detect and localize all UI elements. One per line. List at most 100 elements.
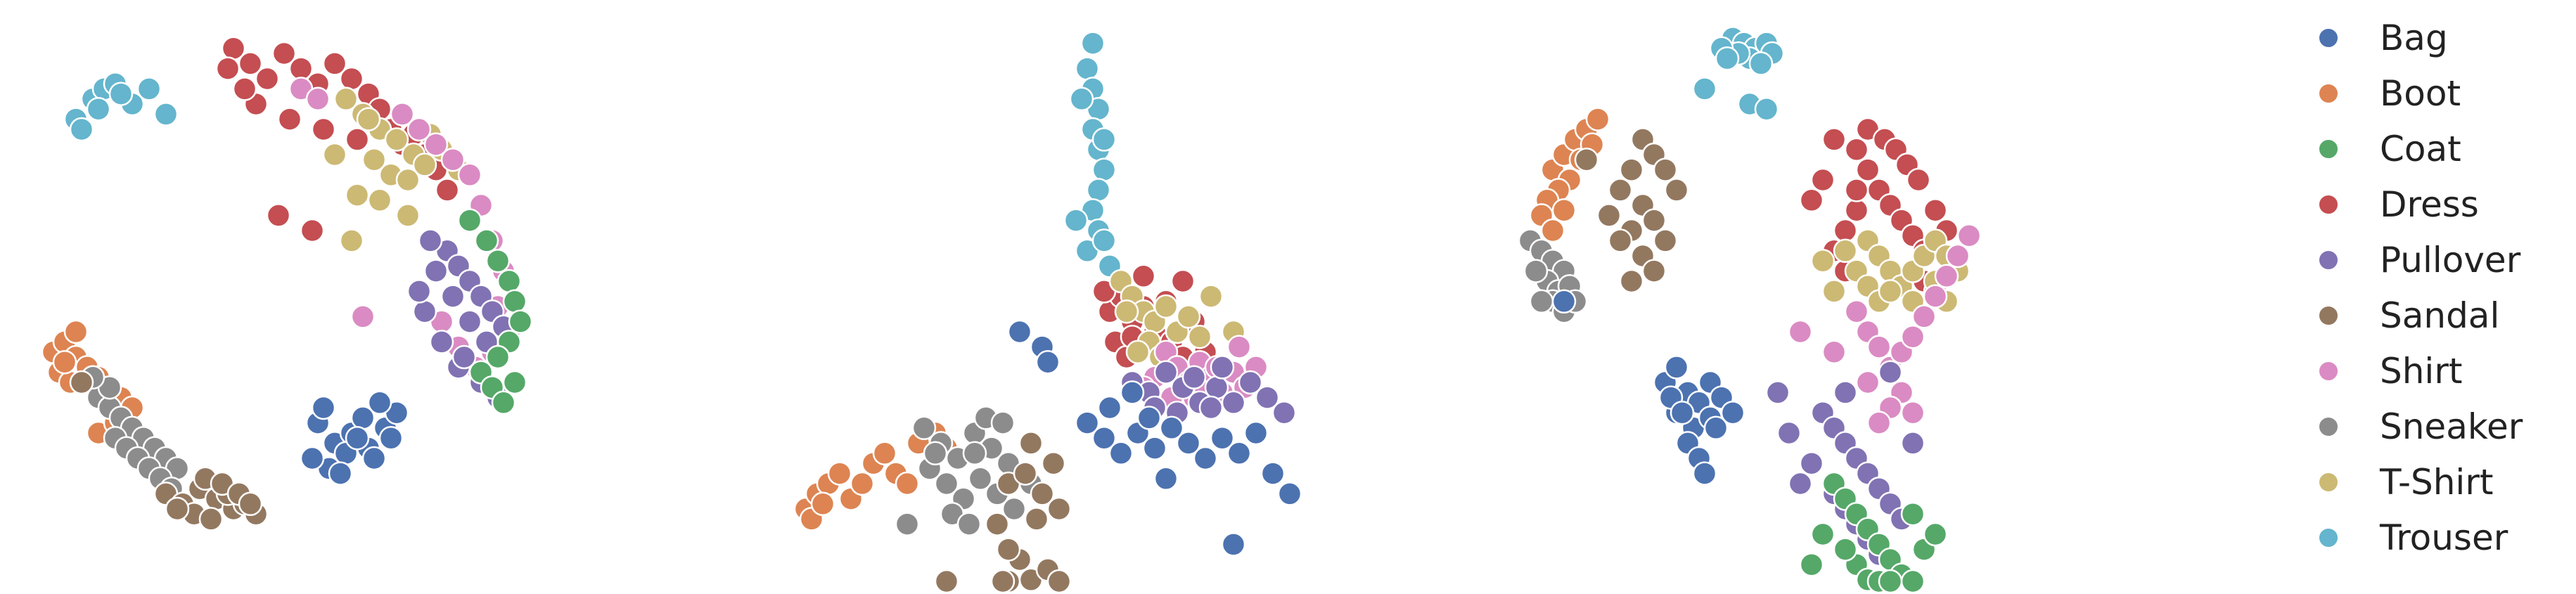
point-coat	[485, 248, 511, 273]
point-bag	[1108, 441, 1134, 466]
point-coat	[1810, 522, 1835, 547]
point-coat	[474, 228, 499, 253]
point-trouser	[1063, 208, 1089, 233]
point-pullover	[406, 279, 432, 304]
point-t-shirt	[1176, 304, 1201, 329]
point-bag	[1664, 355, 1689, 380]
point-dress	[232, 77, 257, 101]
point-bag	[300, 446, 325, 471]
point-t-shirt	[333, 86, 359, 112]
point-shirt	[440, 147, 466, 172]
point-trouser	[86, 96, 111, 122]
point-dress	[1844, 198, 1869, 223]
point-pullover	[1255, 385, 1280, 410]
point-dress	[435, 178, 460, 202]
point-dress	[300, 218, 325, 243]
point-bag	[361, 446, 387, 471]
point-coat	[1833, 537, 1858, 562]
point-pullover	[418, 228, 443, 253]
point-t-shirt	[412, 153, 437, 177]
point-coat	[1900, 501, 1925, 527]
legend-marker-pullover	[2318, 249, 2339, 271]
point-pullover	[429, 330, 454, 354]
point-pullover	[1198, 395, 1224, 420]
point-shirt	[406, 117, 432, 142]
point-sneaker	[956, 512, 982, 536]
point-pullover	[1765, 380, 1790, 405]
point-sandal	[1641, 259, 1667, 283]
point-sandal	[1018, 431, 1044, 456]
point-sandal	[1641, 208, 1667, 233]
legend-marker-trouser	[2318, 527, 2339, 548]
point-t-shirt	[1198, 284, 1224, 309]
legend-marker-dress	[2318, 193, 2339, 215]
point-sandal	[1653, 228, 1678, 253]
point-boot	[827, 461, 852, 486]
point-bag	[1176, 431, 1201, 456]
point-bag	[1670, 400, 1695, 425]
point-shirt	[457, 162, 482, 188]
point-boot	[850, 471, 875, 496]
point-sandal	[1653, 157, 1678, 182]
point-sandal	[1664, 178, 1689, 202]
point-shirt	[1821, 340, 1847, 365]
point-boot	[1551, 198, 1577, 223]
point-bag	[1142, 436, 1167, 460]
point-pullover	[1776, 420, 1802, 446]
point-boot	[1585, 107, 1610, 131]
legend-marker-sandal	[2318, 304, 2339, 326]
point-dress	[1810, 167, 1835, 193]
point-sneaker	[934, 471, 959, 496]
legend-marker-shirt	[2318, 360, 2339, 382]
point-boot	[810, 491, 835, 517]
point-t-shirt	[1114, 299, 1139, 324]
point-sandal	[996, 537, 1021, 562]
point-shirt	[390, 102, 415, 127]
legend-marker-boot	[2318, 82, 2339, 104]
point-trouser	[1069, 86, 1094, 112]
point-dress	[277, 107, 302, 131]
point-sandal	[985, 512, 1010, 536]
point-dress	[266, 203, 291, 228]
point-dress	[1799, 188, 1824, 213]
point-coat	[1799, 552, 1824, 577]
legend-item-t-shirt: T-Shirt	[2300, 454, 2567, 510]
point-bag	[1221, 532, 1246, 557]
point-shirt	[1934, 264, 1959, 289]
point-t-shirt	[345, 183, 370, 207]
point-bag	[1091, 425, 1117, 451]
point-shirt	[350, 304, 376, 329]
point-dress	[1844, 137, 1869, 162]
point-trouser	[1715, 46, 1740, 71]
point-pullover	[1788, 471, 1813, 496]
point-sandal	[1030, 482, 1055, 506]
point-sneaker	[968, 466, 993, 491]
point-coat	[1878, 569, 1903, 594]
legend-item-shirt: Shirt	[2300, 343, 2567, 399]
point-t-shirt	[1810, 248, 1835, 273]
point-sandal	[1046, 569, 1072, 594]
point-boot	[63, 319, 89, 344]
point-shirt	[423, 132, 449, 157]
point-bag	[1097, 395, 1122, 420]
point-dress	[311, 117, 336, 142]
point-sandal	[1024, 507, 1049, 531]
legend-item-sandal: Sandal	[2300, 288, 2567, 343]
point-trouser	[1091, 157, 1117, 182]
legend-marker-t-shirt	[2318, 471, 2339, 493]
point-coat	[1923, 522, 1948, 547]
point-sandal	[1013, 461, 1038, 486]
point-bag	[1210, 425, 1235, 451]
point-bag	[378, 425, 404, 451]
point-bag	[345, 425, 370, 451]
point-bag	[350, 406, 376, 430]
point-bag	[1007, 319, 1032, 344]
point-trouser	[69, 117, 94, 142]
point-pullover	[1210, 355, 1235, 380]
point-sneaker	[911, 415, 937, 441]
point-sneaker	[895, 512, 920, 536]
point-dress	[1833, 218, 1858, 243]
legend-item-boot: Boot	[2300, 65, 2567, 121]
point-shirt	[1866, 411, 1892, 435]
point-shirt	[305, 86, 331, 112]
